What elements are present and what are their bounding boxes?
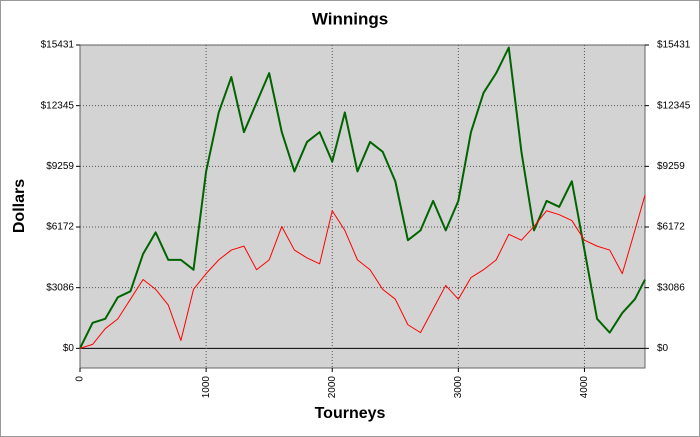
y-tick-label: $15431 [41, 40, 75, 51]
chart-title: Winnings [312, 9, 388, 28]
y-tick-label-right: $6172 [657, 222, 685, 233]
y-tick-label-right: $0 [657, 343, 669, 354]
y-tick-label-right: $15431 [657, 40, 691, 51]
y-tick-label: $6172 [46, 222, 74, 233]
y-tick-label-right: $12345 [657, 100, 691, 111]
y-tick-label: $3086 [46, 282, 74, 293]
x-tick-label: 4000 [579, 376, 590, 399]
x-tick-label: 2000 [327, 376, 338, 399]
y-tick-label: $12345 [41, 100, 75, 111]
x-tick-label: 0 [75, 376, 86, 382]
y-tick-label-right: $3086 [657, 282, 685, 293]
series-line [79, 46, 646, 349]
y-axis-title: Dollars [11, 179, 28, 233]
y-tick-label-right: $9259 [657, 161, 685, 172]
x-tick-label: 3000 [453, 376, 464, 399]
y-tick-label: $0 [63, 343, 75, 354]
y-tick-label: $9259 [46, 161, 74, 172]
x-axis-title: Tourneys [315, 405, 386, 422]
x-tick-label: 1000 [201, 376, 212, 399]
plot-area [79, 44, 646, 369]
series-line [79, 194, 646, 349]
